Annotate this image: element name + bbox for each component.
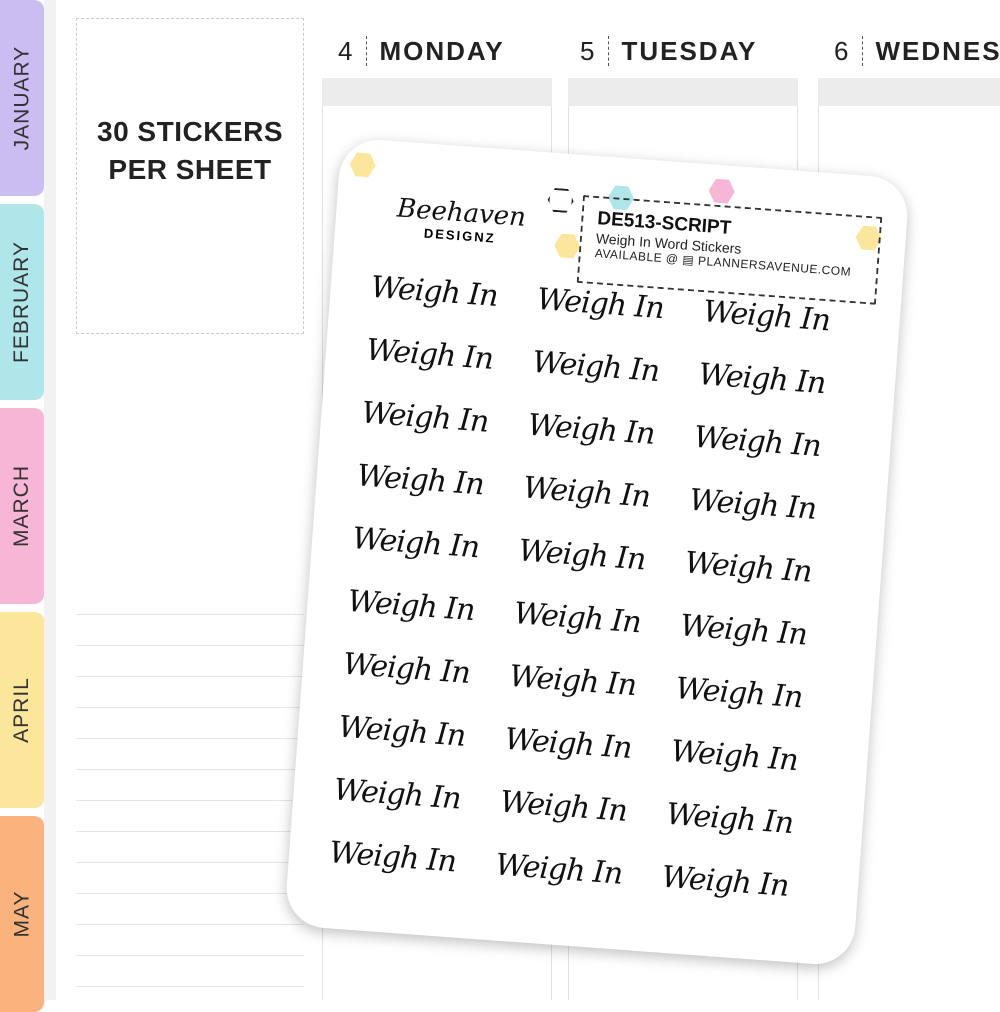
planner-line xyxy=(76,614,304,615)
planner-line xyxy=(76,707,304,708)
month-tab-april[interactable]: APRIL xyxy=(0,612,44,808)
sticker-weigh-in: Weigh In xyxy=(327,835,458,880)
month-tab-january[interactable]: JANUARY xyxy=(0,0,44,196)
sticker-weigh-in: Weigh In xyxy=(660,859,790,904)
planner-line xyxy=(76,893,304,894)
planner-line xyxy=(76,800,304,801)
planner-line xyxy=(76,738,304,739)
hexagon-decoration xyxy=(553,233,581,259)
planner-line xyxy=(76,924,304,925)
planner-line xyxy=(76,769,304,770)
day-tuesday: 5 TUESDAY xyxy=(580,36,758,66)
month-tab-label: FEBRUARY xyxy=(10,241,34,363)
planner-line xyxy=(76,831,304,832)
hexagon-decoration xyxy=(547,187,575,213)
planner-line xyxy=(76,986,304,987)
month-tab-label: MAY xyxy=(10,890,34,938)
promo-line-2: PER SHEET xyxy=(108,154,272,185)
month-tab-march[interactable]: MARCH xyxy=(0,408,44,604)
day-header-bar xyxy=(818,78,1000,106)
planner-line xyxy=(76,862,304,863)
promo-line-1: 30 STICKERS xyxy=(97,116,283,147)
sticker-weigh-in: Weigh In xyxy=(494,847,624,892)
day-wednesday: 6 WEDNES xyxy=(834,36,1000,66)
promo-box: 30 STICKERS PER SHEET xyxy=(76,18,304,334)
sticker-sheet: Beehaven DESIGNZ DE513-SCRIPT Weigh In W… xyxy=(283,137,911,967)
planner-edge xyxy=(44,0,56,1000)
planner-line xyxy=(76,645,304,646)
month-tab-february[interactable]: FEBRUARY xyxy=(0,204,44,400)
sticker-grid: Weigh In Weigh In Weigh In Weigh In Weigh In… xyxy=(326,270,871,935)
day-header-bar xyxy=(322,78,552,106)
day-header-bar xyxy=(568,78,798,106)
month-tab-label: MARCH xyxy=(10,465,33,547)
planner-line xyxy=(76,676,304,677)
hexagon-decoration xyxy=(708,178,736,204)
month-tab-label: APRIL xyxy=(10,677,34,743)
hexagon-decoration xyxy=(349,152,377,178)
beehaven-logo: Beehaven DESIGNZ xyxy=(389,161,534,248)
day-monday: 4 MONDAY xyxy=(338,36,505,66)
planner-line xyxy=(76,955,304,956)
month-tab-may[interactable]: MAY xyxy=(0,816,44,1012)
month-tab-label: JANUARY xyxy=(10,45,34,151)
